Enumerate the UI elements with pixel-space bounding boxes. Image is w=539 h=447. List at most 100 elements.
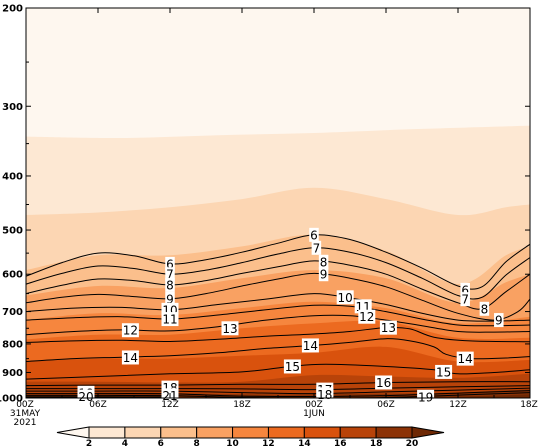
contour-15	[26, 363, 530, 380]
contour-label: 14	[123, 351, 138, 365]
contour-label: 7	[313, 241, 321, 255]
contour-label: 10	[338, 291, 353, 305]
contour-label-bg	[301, 338, 319, 353]
contour-label-bg	[283, 359, 301, 374]
contour-label-bg	[417, 389, 435, 404]
colorbar-tick-label: 12	[262, 439, 275, 447]
contour-8	[26, 260, 530, 310]
colorbar-tick-label: 18	[370, 439, 383, 447]
contour-label: 11	[162, 313, 177, 327]
y-tick-label: 500	[2, 226, 23, 237]
colorbar-tick-label: 16	[334, 439, 347, 447]
contour-11	[26, 304, 530, 327]
contour-label: 7	[166, 268, 174, 282]
contour-label-bg	[309, 227, 319, 242]
contour-label-bg	[165, 267, 175, 282]
contour-label: 6	[310, 228, 318, 242]
contour-6	[26, 234, 530, 290]
contour-label: 14	[458, 352, 473, 366]
contour-label: 13	[222, 322, 237, 336]
colorbar-cell	[303, 426, 341, 439]
contour-17	[26, 385, 530, 391]
contour-label: 9	[320, 268, 328, 282]
x-tick-label: 18Z	[520, 400, 538, 410]
contour-label: 16	[376, 376, 391, 390]
colorbar-cell	[196, 426, 234, 439]
colorbar-under	[56, 426, 90, 439]
contour-label-bg	[165, 277, 175, 292]
colorbar-cell	[124, 426, 162, 439]
y-tick-label: 400	[2, 171, 23, 182]
x-tick-label: 18Z	[233, 400, 251, 410]
contour-label-bg	[121, 323, 139, 338]
contour-label: 8	[320, 255, 328, 269]
contour-label-bg	[77, 389, 95, 404]
contour-label-bg	[456, 351, 474, 366]
colorbar-cell	[232, 426, 269, 439]
colorbar: 2 4 6 8 10 12 14 16 18 20	[56, 426, 445, 447]
colorbar-tick-label: 20	[406, 439, 419, 447]
y-tick-label: 700	[2, 307, 23, 318]
contour-label-bg	[379, 320, 397, 335]
x-tick-label: 06Z	[377, 400, 395, 410]
filled-contours	[26, 8, 530, 398]
contour-label: 14	[303, 339, 318, 353]
x-tick-label: 00Z	[305, 400, 323, 410]
x-tick-date: 1JUN	[303, 409, 325, 419]
contour-13	[26, 326, 530, 343]
y-tick-label: 600	[2, 270, 23, 281]
colorbar-cell	[339, 426, 377, 439]
x-tick-label: 06Z	[89, 400, 107, 410]
contour-label-bg	[165, 291, 175, 306]
contour-label: 6	[166, 257, 174, 271]
contour-label: 13	[381, 321, 396, 335]
contour-label-bg	[336, 290, 354, 305]
colorbar-tick-label: 10	[226, 439, 239, 447]
colorbar-tick-label: 14	[298, 439, 311, 447]
contour-label: 6	[461, 283, 469, 297]
x-tick-label: 12Z	[449, 400, 467, 410]
contour-label-bg	[318, 254, 329, 269]
contour-label-bg	[460, 292, 470, 307]
contour-label-bg	[311, 240, 322, 255]
contour-16	[26, 381, 530, 387]
colorbar-tick-label: 4	[122, 439, 128, 447]
colorbar-cell	[375, 426, 413, 439]
x-tick-year: 2021	[14, 418, 37, 428]
contour-label-bg	[165, 256, 175, 271]
contour-18	[26, 387, 530, 395]
y-tick-label: 800	[2, 339, 23, 350]
contour-label-bg	[358, 309, 376, 324]
y-tick-label: 900	[2, 368, 23, 379]
contour-10	[26, 293, 530, 322]
colorbar-cell	[88, 426, 126, 439]
contour-label: 7	[461, 293, 469, 307]
colorbar-over	[411, 426, 445, 439]
x-tick-label: 12Z	[161, 400, 179, 410]
x-tick-date: 31MAY	[10, 409, 41, 419]
y-tick-label: 200	[2, 4, 23, 15]
contour-7	[26, 247, 530, 300]
contour-label-bg	[494, 313, 504, 328]
contour-label: 19	[418, 390, 433, 404]
y-tick-label: 1000	[0, 394, 23, 405]
contour-label: 8	[166, 278, 174, 292]
y-axis: 200 300 400 500 600 700 800 900 1000	[0, 4, 530, 405]
contour-label: 15	[436, 365, 451, 379]
colorbar-tick-label: 2	[86, 439, 92, 447]
contour-label: 20	[78, 390, 93, 404]
contour-label: 12	[123, 324, 138, 338]
contour-label-bg	[121, 350, 139, 365]
contour-label-bg	[479, 301, 490, 316]
contour-label: 9	[166, 292, 174, 306]
colorbar-tick-label: 8	[194, 439, 200, 447]
contour-label-bg	[161, 312, 179, 327]
colorbar-tick-label: 6	[158, 439, 164, 447]
contour-label-bg	[375, 375, 393, 390]
colorbar-cell	[267, 426, 305, 439]
contour-label: 8	[481, 302, 489, 316]
contour-label: 12	[359, 310, 374, 324]
contour-label-bg	[221, 321, 239, 336]
